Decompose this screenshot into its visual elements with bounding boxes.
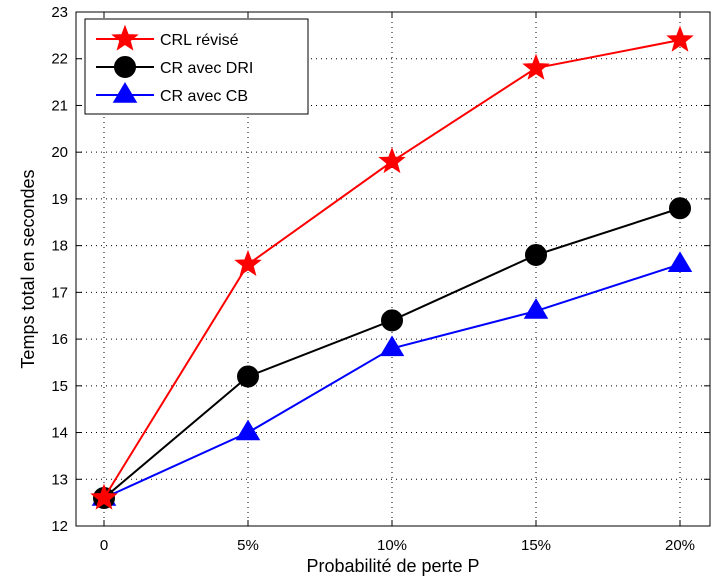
data-point — [235, 419, 261, 441]
series-layer — [90, 25, 694, 510]
series-star — [90, 25, 694, 510]
x-tick-label: 15% — [521, 537, 551, 554]
legend-label: CR avec CB — [160, 88, 248, 105]
plot-frame — [75, 11, 711, 527]
legend-item: CRL révisé — [96, 24, 239, 51]
y-tick-label: 23 — [51, 4, 68, 21]
data-point — [90, 483, 118, 510]
x-tick-label: 20% — [665, 537, 695, 554]
data-point — [525, 243, 547, 266]
legend-marker — [111, 24, 139, 51]
legend-marker — [114, 56, 136, 78]
data-point — [237, 365, 259, 388]
legend: CRL révisé CR avec DRI CR avec CB — [84, 18, 309, 115]
data-point — [381, 309, 403, 332]
y-tick-label: 22 — [51, 51, 68, 68]
y-tick-label: 18 — [51, 238, 68, 255]
x-tick-label: 10% — [377, 537, 407, 554]
x-axis-label: Probabilité de perte P — [306, 556, 479, 576]
data-point — [523, 298, 549, 319]
y-tick-label: 19 — [51, 191, 68, 208]
y-tick-label: 21 — [51, 97, 68, 114]
data-point — [522, 53, 550, 80]
x-tick-label: 0 — [100, 537, 108, 554]
ticks: 12 13 14 15 16 17 18 19 20 21 22 23 0 5% 10% 15% 20% — [51, 4, 710, 554]
y-tick-label: 16 — [51, 331, 68, 348]
data-point — [379, 335, 405, 357]
y-tick-label: 12 — [51, 518, 68, 535]
y-tick-label: 20 — [51, 144, 68, 161]
data-point — [666, 25, 694, 52]
legend-marker — [112, 82, 138, 103]
y-axis-label: Temps total en secondes — [18, 169, 38, 368]
legend-item: CR avec CB — [96, 82, 248, 105]
data-point — [234, 249, 262, 276]
y-tick-label: 15 — [51, 378, 68, 395]
data-point — [669, 197, 691, 220]
legend-item: CR avec DRI — [96, 56, 253, 78]
y-tick-label: 14 — [51, 425, 68, 442]
legend-label: CR avec DRI — [160, 60, 253, 77]
legend-label: CRL révisé — [160, 32, 239, 49]
y-tick-label: 13 — [51, 471, 68, 488]
y-tick-label: 17 — [51, 284, 68, 301]
data-point — [378, 147, 406, 174]
x-tick-label: 5% — [237, 537, 259, 554]
data-point — [667, 251, 693, 272]
